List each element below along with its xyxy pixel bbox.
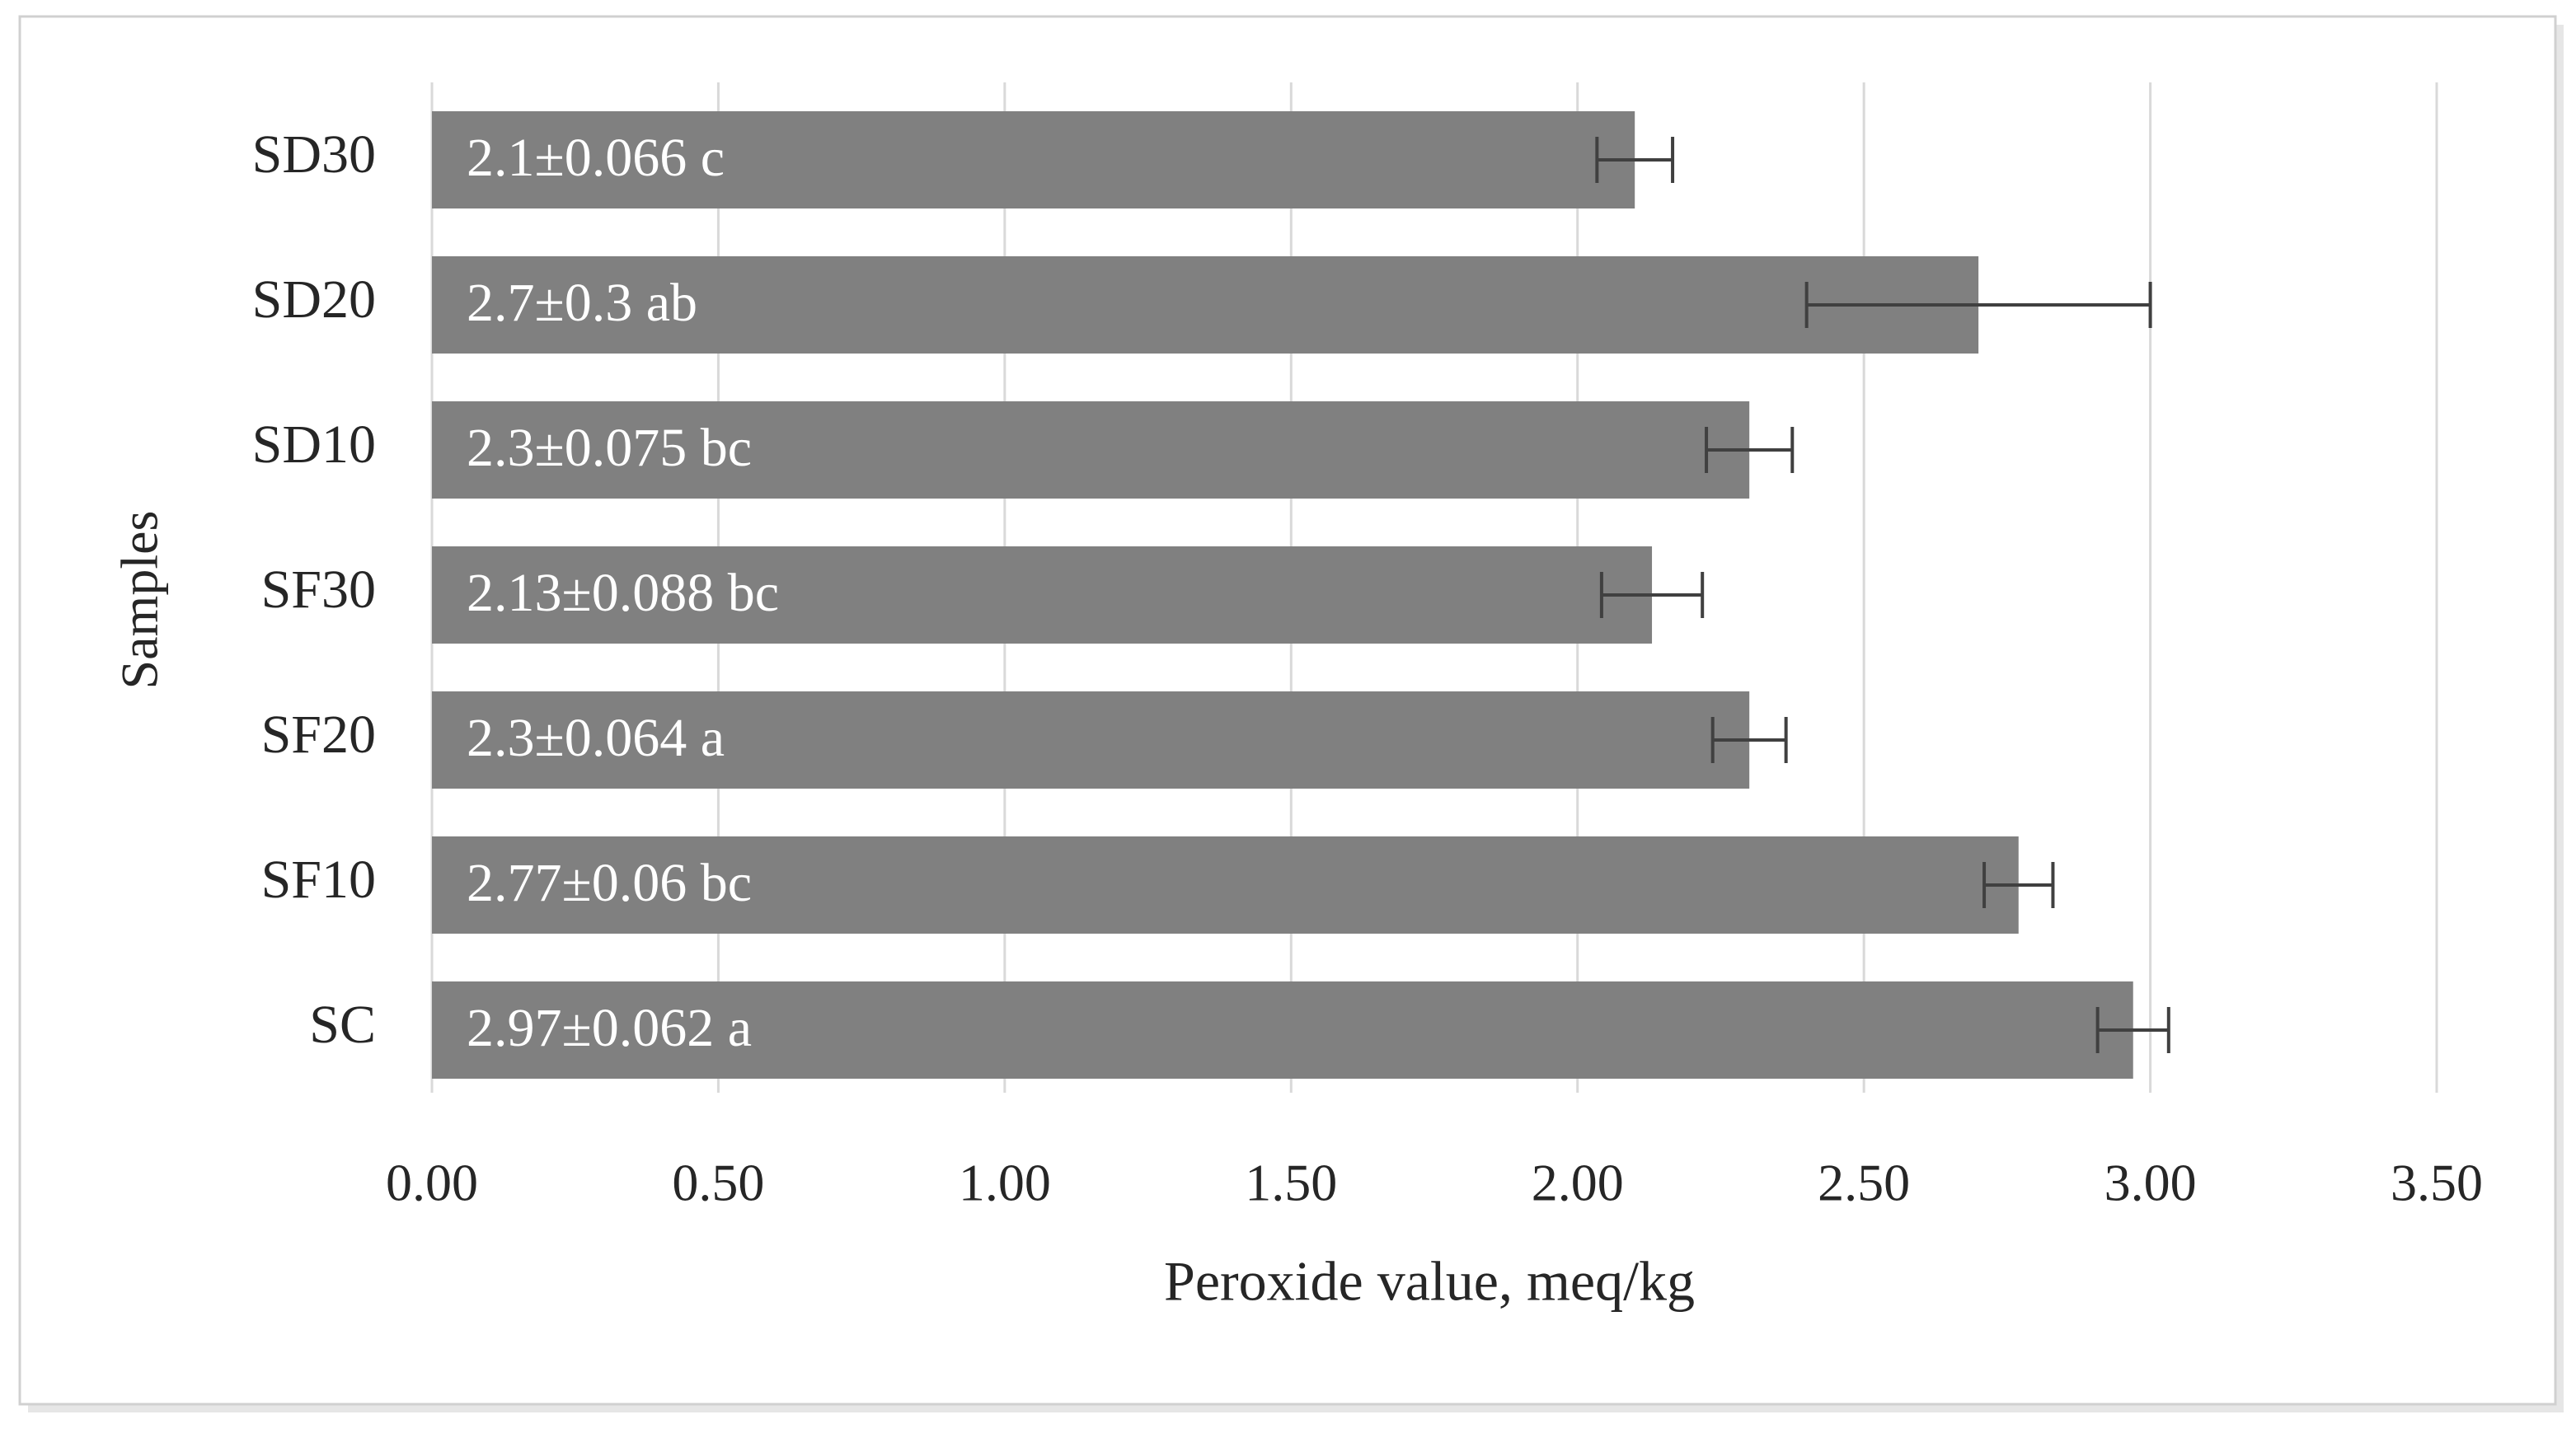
value-label: 2.77±0.06 bc [467, 853, 752, 913]
x-tick-label: 0.50 [672, 1154, 764, 1212]
x-tick-label: 1.50 [1245, 1154, 1337, 1212]
error-bar [1599, 572, 1705, 618]
bar [432, 836, 2019, 934]
x-tick-label: 2.00 [1532, 1154, 1624, 1212]
x-tick-label: 2.50 [1818, 1154, 1910, 1212]
error-bar [1710, 717, 1788, 763]
x-tick-label: 1.00 [959, 1154, 1051, 1212]
bar [432, 111, 1635, 208]
value-label: 2.3±0.064 a [467, 708, 725, 768]
y-axis-title: Samples [110, 511, 169, 690]
y-tick-label: SF20 [261, 705, 376, 765]
x-tick-label: 3.00 [2104, 1154, 2197, 1212]
bar [432, 256, 1979, 354]
error-bar [2095, 1007, 2170, 1053]
value-label: 2.7±0.3 ab [467, 273, 697, 333]
bar [432, 546, 1653, 644]
y-tick-label: SD10 [252, 415, 376, 475]
bar [432, 691, 1750, 789]
y-tick-label: SF10 [261, 850, 376, 910]
y-tick-label: SD20 [252, 269, 376, 330]
y-tick-label: SF30 [261, 560, 376, 620]
error-bar [1982, 862, 2055, 908]
error-bar [1705, 427, 1795, 473]
error-bar [1595, 137, 1675, 183]
value-label: 2.1±0.066 c [467, 128, 725, 188]
value-label: 2.13±0.088 bc [467, 563, 779, 623]
error-bar [1804, 282, 2152, 328]
y-tick-label: SD30 [252, 124, 376, 185]
x-axis-title: Peroxide value, meq/kg [1164, 1250, 1695, 1313]
bar [432, 981, 2133, 1079]
x-tick-label: 3.50 [2391, 1154, 2483, 1212]
value-label: 2.97±0.062 a [467, 998, 752, 1058]
value-label: 2.3±0.075 bc [467, 418, 752, 478]
x-tick-label: 0.00 [386, 1154, 478, 1212]
y-tick-label: SC [309, 995, 376, 1055]
bar [432, 401, 1750, 499]
